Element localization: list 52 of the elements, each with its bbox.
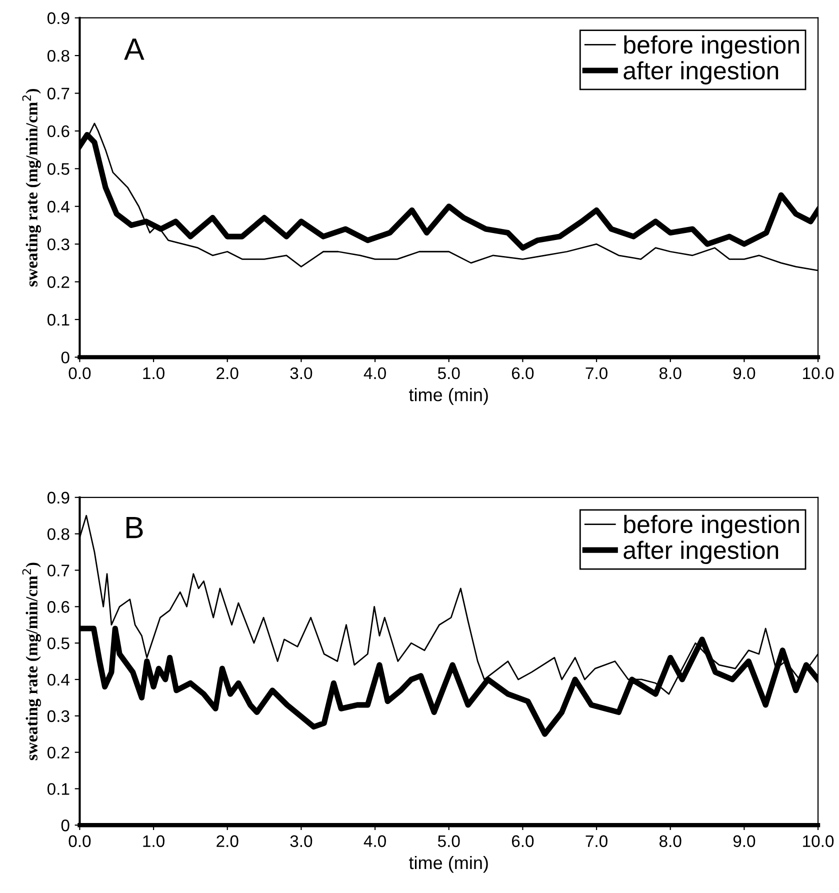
y-tick-label: 0.4 [47, 200, 70, 213]
x-tick-label: 7.0 [586, 367, 608, 380]
y-axis-title: sweating rate (mg/min/cm$^{2}$) [22, 88, 41, 286]
annotation: B [126, 517, 143, 538]
y-tick-label: 0.9 [47, 492, 70, 504]
x-tick-label: 5.0 [438, 367, 460, 380]
x-tick-label: 1.0 [143, 835, 164, 848]
x-tick-label: 1.0 [143, 367, 164, 380]
legend-label: after ingestion [624, 61, 778, 84]
legend-label: after ingestion [624, 540, 778, 564]
y-tick-label: 0.3 [47, 710, 70, 722]
x-tick-label: 10.0 [803, 367, 834, 380]
y-tick-label: 0.3 [47, 238, 70, 250]
y-tick-label: 0 [61, 352, 70, 364]
y-tick-label: 0.6 [47, 601, 70, 613]
x-tick-label: 4.0 [364, 367, 386, 380]
y-tick-label: 0.2 [47, 276, 70, 288]
y-tick-label: 0.8 [47, 528, 70, 540]
y-tick-label: 0.1 [47, 314, 70, 326]
x-tick-label: 2.0 [216, 835, 238, 848]
x-tick-label: 10.0 [803, 835, 834, 848]
y-tick-label: 0.7 [47, 564, 70, 576]
y-axis-title: sweating rate (mg/min/cm$^{2}$) [22, 562, 41, 760]
y-tick-label: 0 [61, 820, 70, 832]
x-tick-label: 8.0 [660, 835, 682, 848]
x-tick-label: 9.0 [733, 835, 756, 848]
y-tick-label: 0.9 [47, 12, 70, 24]
y-tick-label: 0.7 [47, 88, 70, 100]
x-tick-label: 0.0 [68, 367, 91, 380]
legend-label: before ingestion [624, 35, 799, 59]
x-tick-label: 4.0 [364, 835, 386, 848]
x-tick-label: 7.0 [586, 835, 608, 848]
y-tick-label: 0.6 [47, 125, 70, 138]
x-axis-title: time (min) [409, 856, 488, 873]
x-tick-label: 2.0 [216, 367, 238, 380]
x-tick-label: 9.0 [733, 367, 756, 380]
x-tick-label: 0.0 [68, 835, 91, 848]
legend-label: before ingestion [624, 514, 799, 538]
y-tick-label: 0.1 [47, 783, 70, 795]
y-tick-label: 0.5 [47, 163, 70, 175]
x-tick-label: 5.0 [438, 835, 460, 848]
y-tick-label: 0.4 [47, 674, 70, 686]
x-tick-label: 3.0 [290, 835, 312, 848]
x-tick-label: 6.0 [512, 367, 534, 380]
y-tick-label: 0.8 [47, 50, 70, 62]
x-tick-label: 6.0 [512, 835, 534, 848]
y-tick-label: 0.2 [47, 746, 70, 759]
x-tick-label: 3.0 [290, 367, 312, 380]
annotation: A [124, 38, 144, 60]
x-tick-label: 8.0 [660, 367, 682, 380]
y-tick-label: 0.5 [47, 637, 70, 650]
x-axis-title: time (min) [409, 388, 488, 405]
